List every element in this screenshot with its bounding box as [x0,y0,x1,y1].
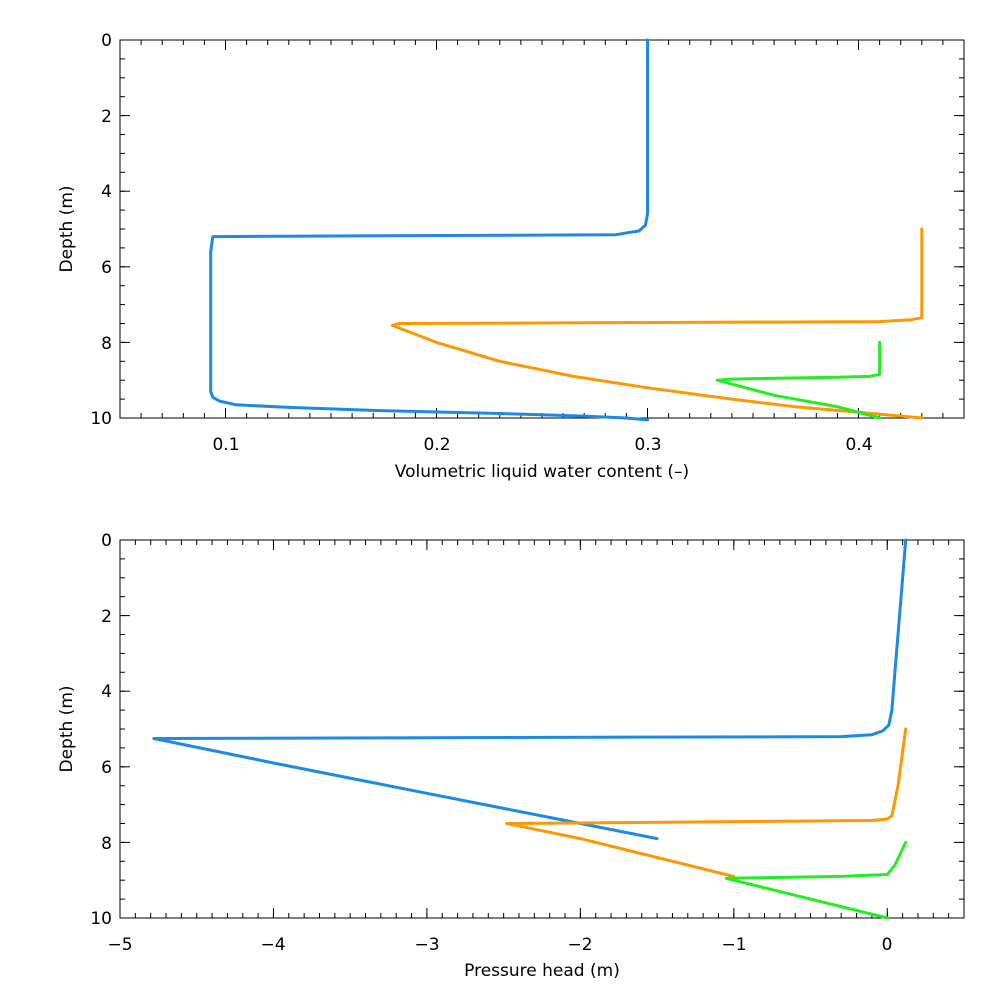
y-tick-label: 4 [101,682,112,702]
series-line-2 [390,227,924,420]
series-line-2 [505,727,908,878]
y-tick-label: 2 [101,107,112,127]
x-tick-label: −1 [721,935,746,955]
chart-pressure-head: −5 −4 −3 −2 −1 0 0 2 4 6 8 10 Pressure h… [57,531,965,981]
series-group [209,38,924,422]
x-tick-label: 0.2 [423,435,450,455]
series-line-1 [152,538,908,841]
major-ticks [120,39,964,419]
y-tick-label: 8 [101,334,112,354]
x-axis-label: Volumetric liquid water content (–) [395,462,689,482]
y-tick-label: 2 [101,607,112,627]
plot-frame [119,539,965,919]
series-line-1 [209,38,649,422]
y-tick-label: 6 [101,258,112,278]
minor-ticks [119,539,965,919]
x-tick-label: −2 [567,935,592,955]
series-line-3 [724,840,908,920]
y-axis-label: Depth (m) [57,685,77,772]
y-tick-label: 10 [90,909,112,929]
chart-water-content: 0.1 0.2 0.3 0.4 0 2 4 6 8 10 Volumetric … [57,31,965,482]
series-line-3 [715,340,882,420]
y-tick-label: 8 [101,834,112,854]
y-tick-label: 0 [101,31,112,51]
x-tick-label: 0.3 [634,435,661,455]
y-axis-label: Depth (m) [57,185,77,272]
y-tick-label: 0 [101,531,112,551]
series-group [152,538,908,920]
x-tick-label: 0 [882,935,893,955]
y-tick-label: 4 [101,182,112,202]
minor-ticks [119,39,965,419]
x-axis-label: Pressure head (m) [464,961,620,981]
y-tick-label: 6 [101,758,112,778]
major-ticks [119,539,964,919]
x-tick-label: 0.1 [212,435,239,455]
plot-frame [119,39,965,419]
x-tick-label: −5 [107,935,132,955]
x-tick-label: −4 [260,935,285,955]
x-tick-label: 0.4 [845,435,872,455]
y-tick-label: 10 [90,409,112,429]
x-tick-label: −3 [414,935,439,955]
